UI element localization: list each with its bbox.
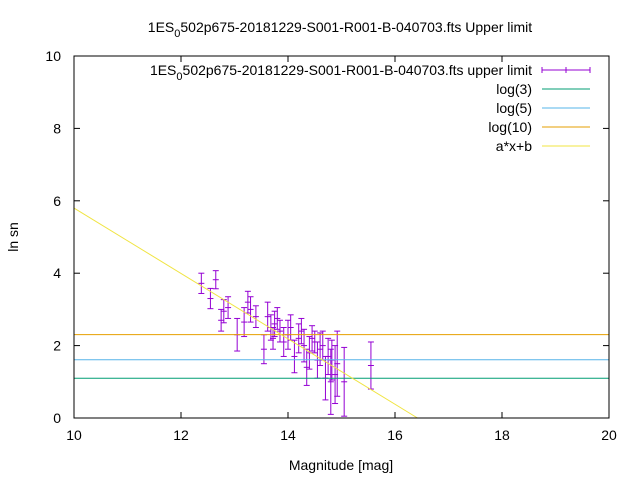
x-tick-label: 14 xyxy=(280,427,296,443)
data-point xyxy=(225,296,232,319)
data-point xyxy=(212,270,219,290)
tick-layer: 10 12 14 16 18 20 0 2 4 6 8 10 xyxy=(45,48,617,443)
legend-label: log(5) xyxy=(496,100,532,116)
y-axis-label: ln sn xyxy=(5,222,21,252)
legend-label-prefix: 1ES xyxy=(150,62,176,78)
legend-entry: 1ES0502p675-20181229-S001-R001-B-040703.… xyxy=(150,62,591,83)
data-point xyxy=(252,305,259,328)
y-tick-label: 10 xyxy=(45,48,61,64)
legend-entry: a*x+b xyxy=(496,138,590,154)
legend-entry: log(10) xyxy=(488,119,590,135)
data-point xyxy=(271,310,278,338)
legend-entry: log(3) xyxy=(496,81,590,97)
series-layer xyxy=(73,207,609,419)
x-axis-label: Magnitude [mag] xyxy=(289,457,393,473)
y-tick-label: 8 xyxy=(53,120,61,136)
data-point xyxy=(327,348,334,415)
data-point xyxy=(274,307,281,330)
legend-label-rest: 502p675-20181229-S001-R001-B-040703.fts … xyxy=(183,62,533,78)
chart-title-subscript: 0 xyxy=(174,28,180,40)
data-point xyxy=(287,314,294,341)
data-point xyxy=(276,319,283,343)
legend-label: log(3) xyxy=(496,81,532,97)
legend-label: a*x+b xyxy=(496,138,532,154)
y-tick-label: 2 xyxy=(53,338,61,354)
data-point xyxy=(295,323,302,354)
x-tick-label: 16 xyxy=(387,427,403,443)
data-point xyxy=(218,308,225,332)
x-tick-label: 12 xyxy=(173,427,189,443)
y-tick-label: 6 xyxy=(53,193,61,209)
legend-label: log(10) xyxy=(488,119,532,135)
chart-title-prefix: 1ES xyxy=(148,19,174,35)
legend: 1ES0502p675-20181229-S001-R001-B-040703.… xyxy=(150,62,591,154)
data-point xyxy=(317,332,324,367)
x-tick-label: 10 xyxy=(66,427,82,443)
chart-title: 1ES0502p675-20181229-S001-R001-B-040703.… xyxy=(148,19,532,40)
x-tick-label: 20 xyxy=(601,427,617,443)
series-line-fit xyxy=(73,207,418,419)
data-point xyxy=(325,337,332,376)
data-point xyxy=(298,317,305,345)
data-point xyxy=(247,296,254,323)
chart-title-rest: 502p675-20181229-S001-R001-B-040703.fts … xyxy=(180,19,532,35)
legend-label-subscript: 0 xyxy=(176,71,182,83)
data-point xyxy=(319,330,326,361)
data-point xyxy=(309,325,316,352)
data-point xyxy=(303,348,310,386)
data-point xyxy=(280,327,287,357)
plot-frame xyxy=(73,55,610,419)
y-tick-label: 4 xyxy=(53,265,61,281)
data-point xyxy=(198,272,205,294)
data-point xyxy=(220,299,227,324)
data-point xyxy=(367,341,374,390)
data-point xyxy=(334,330,341,397)
data-point xyxy=(341,346,348,417)
data-point xyxy=(291,339,298,374)
legend-entry: log(5) xyxy=(496,100,590,116)
legend-label: 1ES0502p675-20181229-S001-R001-B-040703.… xyxy=(150,62,532,83)
x-tick-label: 18 xyxy=(494,427,510,443)
y-tick-label: 0 xyxy=(53,410,61,426)
